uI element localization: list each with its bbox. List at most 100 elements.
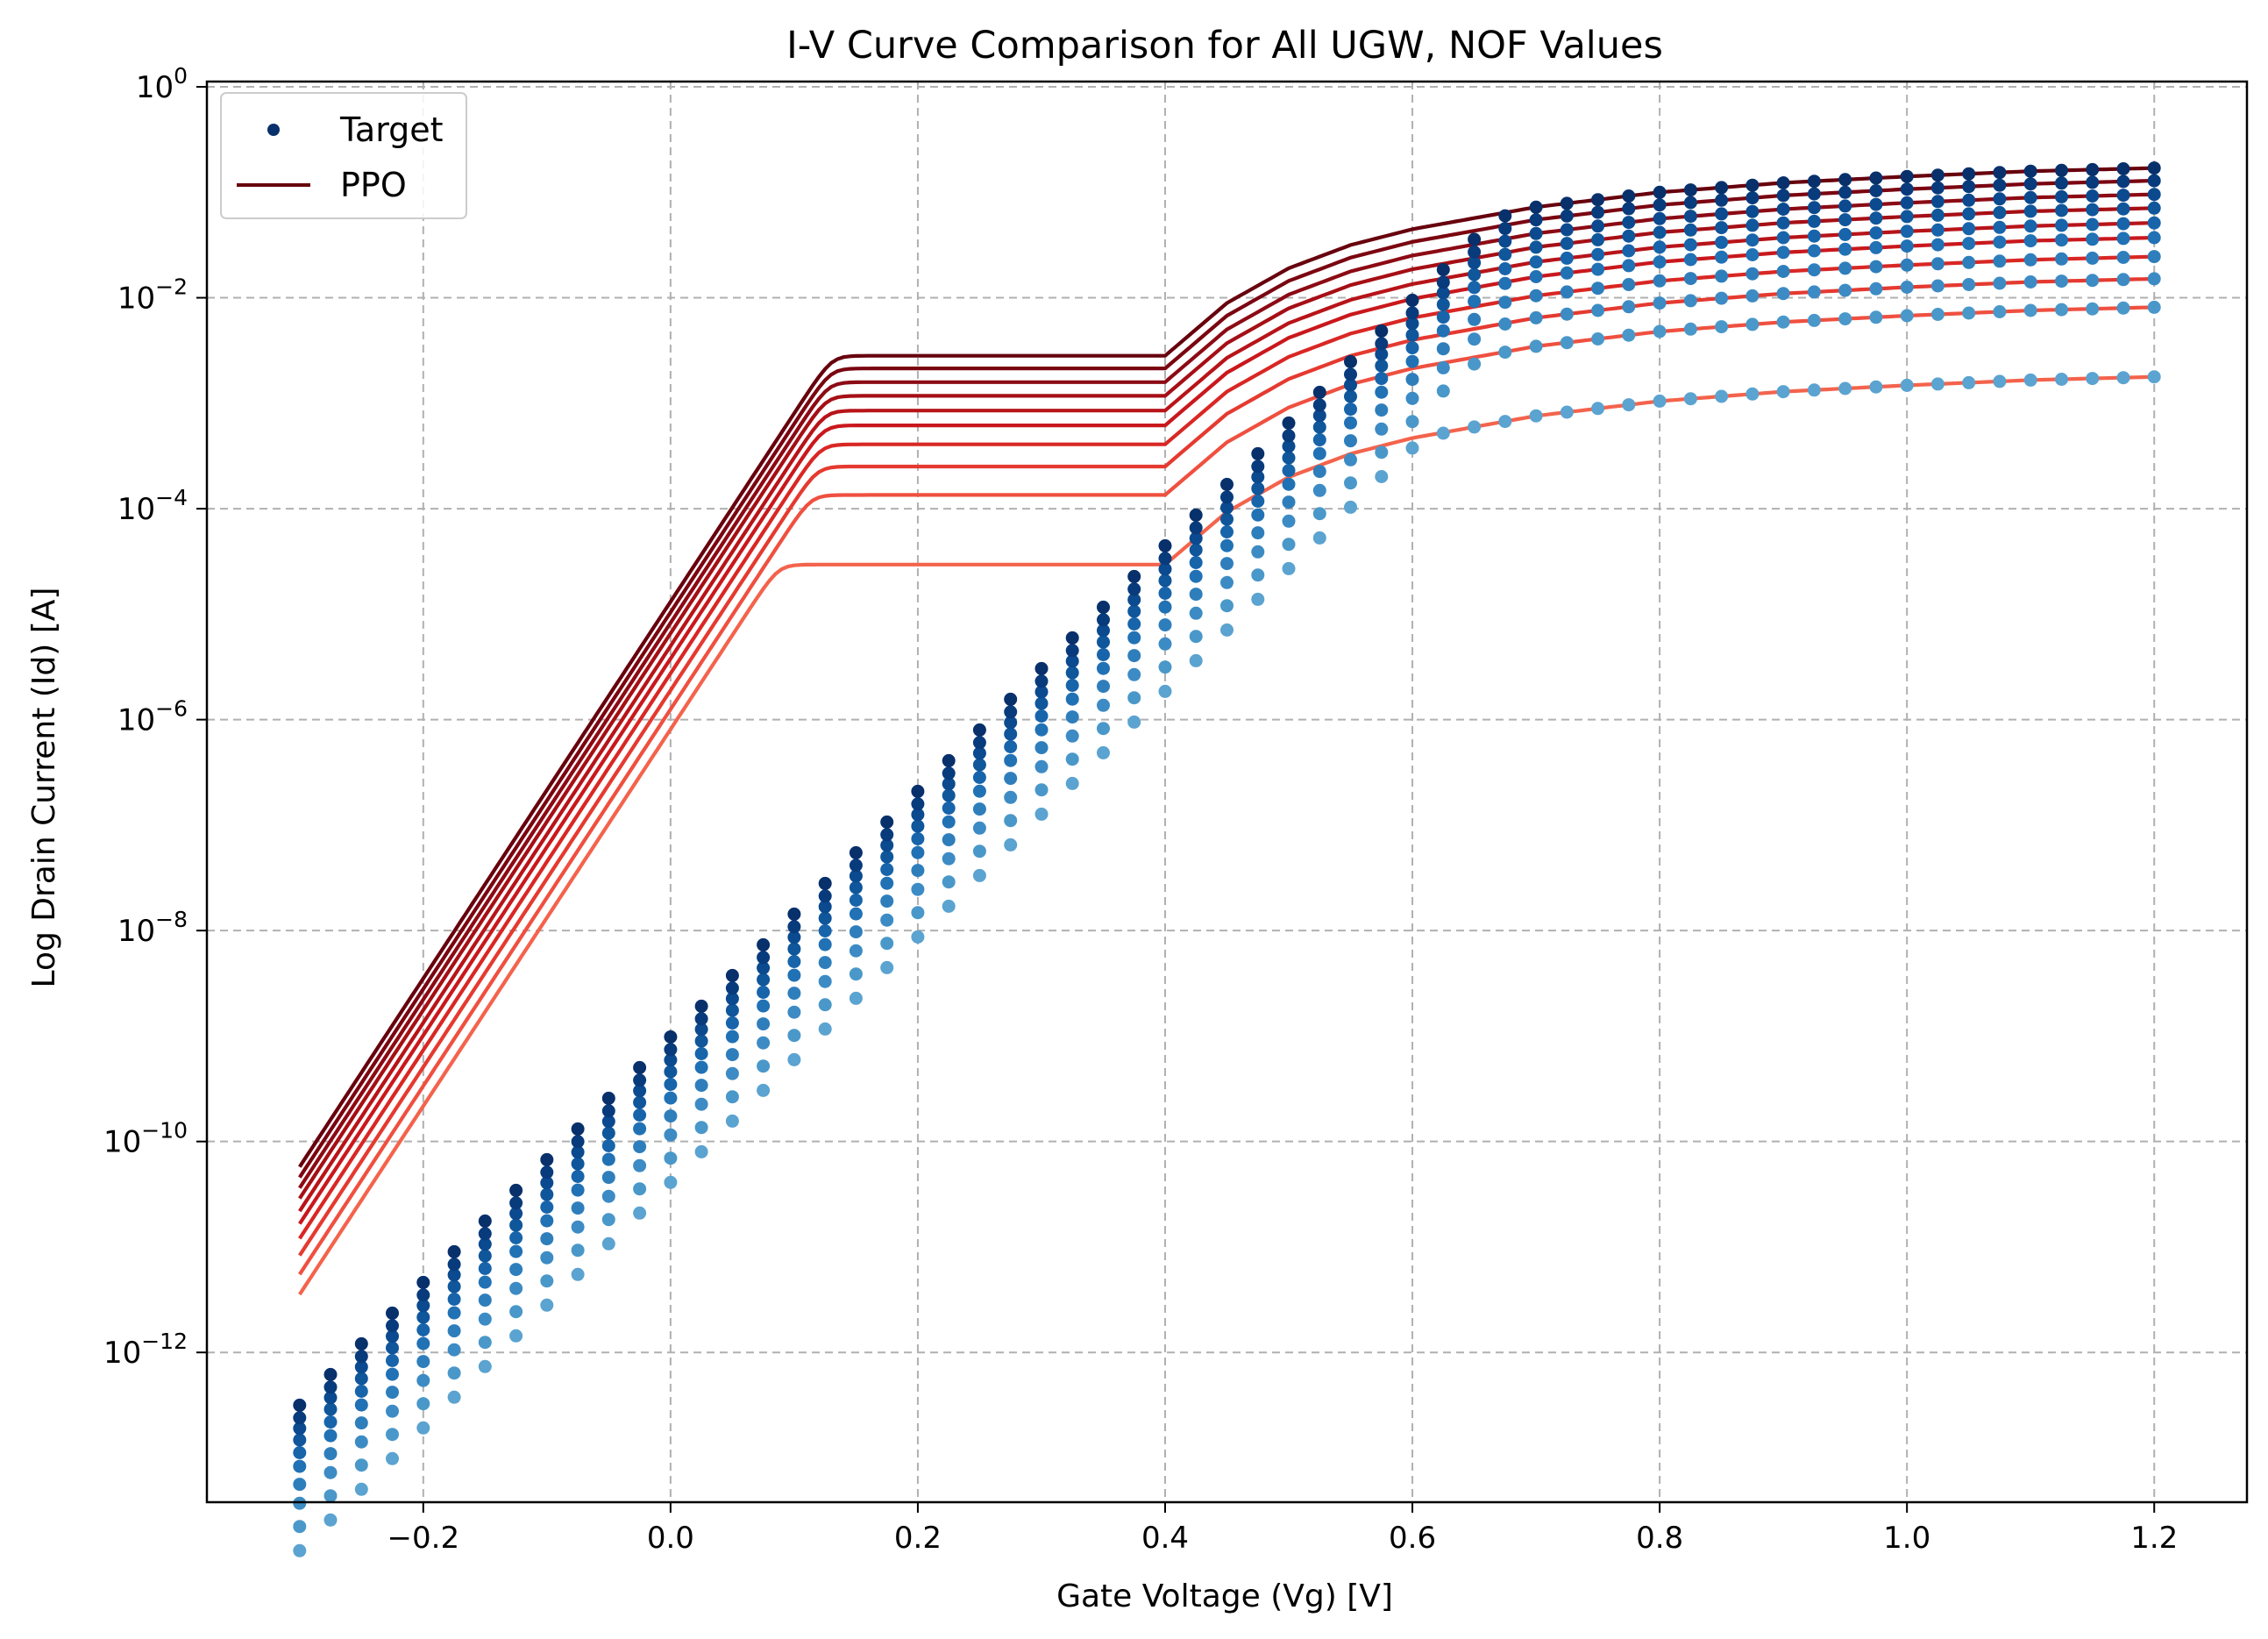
target-point <box>1158 600 1172 614</box>
target-point <box>1405 328 1419 342</box>
target-point <box>509 1231 523 1244</box>
target-point <box>1065 631 1079 645</box>
target-point <box>1065 729 1079 743</box>
target-point <box>1251 495 1265 508</box>
target-point <box>1251 508 1265 522</box>
target-point <box>972 784 986 798</box>
target-point <box>1065 710 1079 724</box>
target-point <box>416 1275 430 1289</box>
target-point <box>1962 278 1976 291</box>
target-point <box>664 1109 678 1123</box>
target-point <box>1127 617 1141 631</box>
target-point <box>1900 309 1914 323</box>
target-point <box>1375 445 1389 460</box>
target-point <box>1653 324 1667 338</box>
target-point <box>1930 195 1945 209</box>
target-point <box>818 974 832 988</box>
target-point <box>1189 521 1203 535</box>
target-point <box>880 828 894 842</box>
target-point <box>1158 562 1172 576</box>
target-point <box>972 844 986 859</box>
target-point <box>1065 644 1079 658</box>
target-point <box>972 736 986 750</box>
target-point <box>1560 237 1574 251</box>
target-point <box>1282 538 1296 552</box>
target-point <box>1591 219 1605 233</box>
target-point <box>416 1288 430 1302</box>
target-point <box>571 1170 585 1183</box>
target-point <box>1683 272 1697 286</box>
target-point <box>2147 174 2161 188</box>
target-point <box>725 992 739 1006</box>
target-point <box>478 1227 492 1241</box>
target-point <box>386 1319 399 1333</box>
target-point <box>509 1196 523 1210</box>
target-point <box>386 1404 399 1418</box>
target-point <box>293 1433 307 1447</box>
target-point <box>1065 654 1079 668</box>
target-point <box>1838 185 1852 199</box>
target-point <box>1653 394 1667 408</box>
target-point <box>1251 481 1265 495</box>
target-point <box>416 1310 430 1324</box>
y-tick-label: 10−12 <box>103 1329 188 1371</box>
target-point <box>849 991 863 1005</box>
target-point <box>2086 251 2100 265</box>
target-point <box>849 894 863 907</box>
target-point <box>1189 543 1203 557</box>
target-point <box>1127 569 1141 583</box>
target-point <box>664 1091 678 1105</box>
target-point <box>1405 373 1419 387</box>
target-point <box>540 1274 554 1288</box>
target-point <box>1715 320 1729 334</box>
target-point <box>323 1415 338 1429</box>
target-point <box>354 1385 368 1398</box>
target-point <box>1745 204 1760 218</box>
target-point <box>2055 189 2068 203</box>
target-point <box>1591 303 1605 317</box>
target-point <box>1622 216 1636 230</box>
target-point <box>1097 680 1110 694</box>
legend: Target PPO <box>220 92 467 219</box>
target-point <box>1312 398 1326 412</box>
target-point <box>880 863 894 876</box>
target-point <box>1034 783 1049 797</box>
target-point <box>1807 187 1821 201</box>
target-point <box>1807 383 1821 397</box>
target-point <box>1282 477 1296 491</box>
target-point <box>1653 198 1667 212</box>
target-point <box>1189 508 1203 522</box>
target-point <box>2147 216 2161 230</box>
target-point <box>880 960 894 974</box>
target-point <box>509 1281 523 1295</box>
target-point <box>416 1421 430 1435</box>
y-tick-label: 10−10 <box>103 1118 188 1160</box>
target-point <box>447 1258 461 1272</box>
target-point <box>540 1187 554 1201</box>
target-point <box>2023 275 2037 289</box>
target-point <box>1529 240 1543 254</box>
target-point <box>1344 416 1357 430</box>
target-point <box>447 1343 461 1357</box>
target-point <box>447 1293 461 1306</box>
target-point <box>1930 223 1945 237</box>
target-point <box>1529 213 1543 227</box>
target-point <box>1962 255 1976 269</box>
target-point <box>354 1398 368 1412</box>
target-point <box>1127 631 1141 645</box>
x-tick-label: 1.0 <box>1883 1521 1930 1556</box>
target-point <box>757 951 771 965</box>
target-point <box>1653 240 1667 254</box>
target-point <box>2086 175 2100 189</box>
target-point <box>386 1329 399 1343</box>
target-point <box>757 1083 771 1097</box>
target-point <box>1436 360 1450 374</box>
target-point <box>1312 507 1326 521</box>
target-point <box>1344 354 1357 368</box>
target-point <box>2116 217 2130 231</box>
target-point <box>509 1183 523 1197</box>
target-point <box>601 1139 615 1152</box>
target-point <box>601 1189 615 1203</box>
target-point <box>849 925 863 939</box>
target-point <box>1715 389 1729 403</box>
